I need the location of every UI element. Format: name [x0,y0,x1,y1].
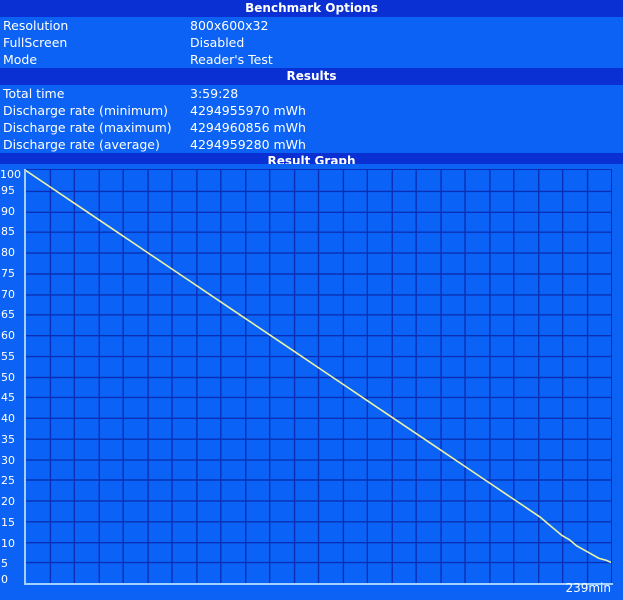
table-row: FullScreen Disabled [0,34,623,51]
y-axis-tick-label: 10 [1,536,15,550]
y-axis-tick-label: 100 [0,168,21,181]
row-label: Resolution [3,18,69,33]
row-label: Discharge rate (minimum) [3,103,169,118]
row-label: Total time [3,86,65,101]
y-axis-tick-label: 15 [1,515,15,529]
y-axis-tick-label: 95 [1,183,15,197]
row-label: Mode [3,52,38,67]
y-axis-tick-label: 35 [1,432,15,446]
y-axis-tick-label: 0 [1,573,8,586]
row-value: 800x600x32 [190,18,269,33]
y-axis-tick-label: 5 [1,557,8,571]
row-label: Discharge rate (average) [3,137,160,152]
table-row: Total time 3:59:28 [0,85,623,102]
y-axis-tick-label: 25 [1,474,15,488]
y-axis-tick-label: 65 [1,308,15,322]
table-row: Discharge rate (maximum) 4294960856 mWh [0,119,623,136]
table-row: Discharge rate (minimum) 4294955970 mWh [0,102,623,119]
row-value: 3:59:28 [190,86,239,101]
chart-plot-area [24,169,612,584]
y-axis-tick-label: 40 [1,412,15,425]
result-graph-panel: 100 95 90 85 80 75 70 65 60 55 50 45 40 35 30 25 20 15 10 5… [0,164,623,600]
x-axis-end-label: 239min [565,581,611,595]
y-axis-tick-label: 90 [1,204,15,218]
row-value: 4294960856 mWh [190,120,306,135]
table-row: Resolution 800x600x32 [0,17,623,34]
row-value: Disabled [190,35,245,50]
y-axis-tick-label: 70 [1,287,15,301]
y-axis-tick-label: 50 [1,370,15,384]
row-value: Reader's Test [190,52,273,67]
y-axis-tick-label: 55 [1,349,15,363]
table-row: Discharge rate (average) 4294959280 mWh [0,136,623,153]
y-axis-line [24,169,26,585]
section-header-benchmark-options: Benchmark Options [0,0,623,17]
y-axis-tick-label: 85 [1,225,15,239]
chart-series-line [25,170,611,564]
table-row: Mode Reader's Test [0,51,623,68]
row-value: 4294955970 mWh [190,103,306,118]
section-header-results: Results [0,68,623,85]
y-axis-tick-label: 30 [1,453,15,467]
row-label: Discharge rate (maximum) [3,120,172,135]
y-axis-tick-label: 45 [1,391,15,405]
y-axis-tick-label: 20 [1,495,15,508]
row-label: FullScreen [3,35,68,50]
y-axis-ticks: 100 95 90 85 80 75 70 65 60 55 50 45 40 35 30 25 20 15 10 5… [0,168,24,586]
row-value: 4294959280 mWh [190,137,306,152]
y-axis-tick-label: 80 [1,246,15,259]
chart-svg [25,170,611,583]
y-axis-tick-label: 60 [1,329,15,342]
y-axis-tick-label: 75 [1,266,15,280]
x-axis-line [24,583,613,585]
